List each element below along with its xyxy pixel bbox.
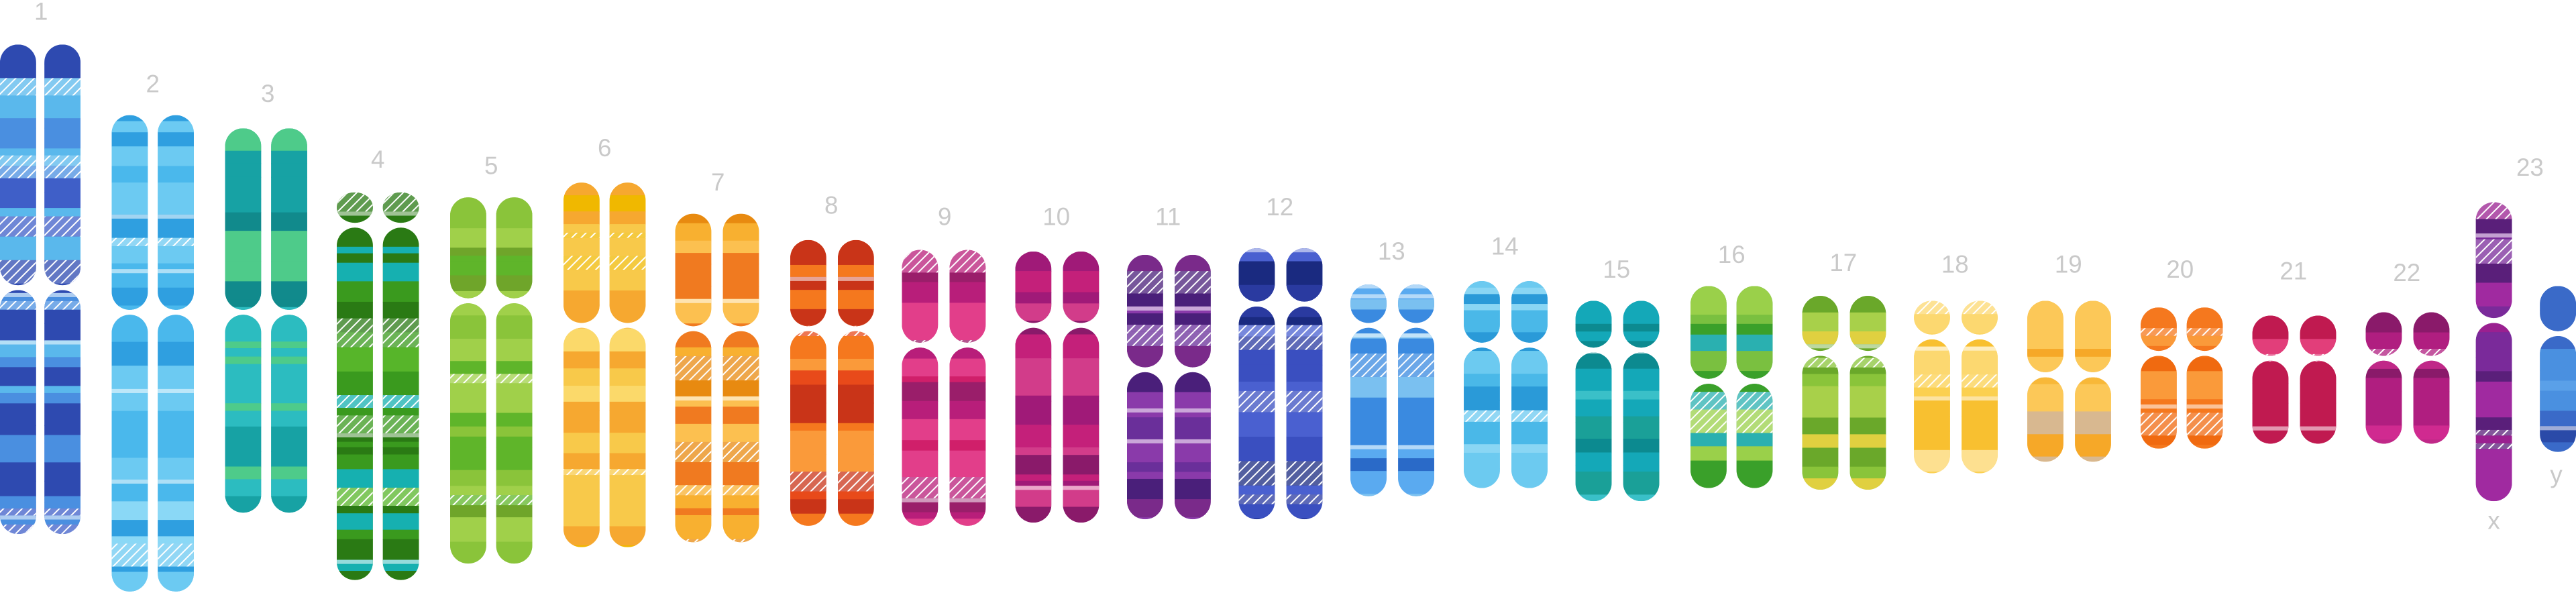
chromosome [1962,301,1998,474]
chromosome [2300,315,2337,444]
chromosome-number: 16 [1718,241,1746,268]
chromosome [2413,312,2450,444]
chromosome-number: 14 [1491,233,1519,260]
chromosome [2365,312,2402,444]
chromosome [1350,284,1387,496]
chromosome [2027,301,2063,462]
chromosome-number: 22 [2393,259,2420,286]
chromosome-number: 19 [2055,251,2082,278]
chromosome [271,128,307,513]
chromosome [1802,296,1839,490]
chromosome-number: 21 [2279,257,2307,284]
chromosome-number: 5 [484,152,498,180]
chromosome [564,182,600,547]
chromosome [382,192,419,580]
chromosome [1690,286,1727,488]
chromosome-number: 7 [711,168,724,196]
chromosome [1238,248,1275,520]
chromosome-number: 11 [1155,203,1181,231]
chromosome-number: 23 [2516,154,2544,181]
chromosome-number: 9 [938,203,951,231]
chromosome [675,213,712,543]
chromosome [1175,254,1211,520]
chromosome [0,44,36,535]
chromosome-number: 6 [598,134,611,162]
chromosome [609,182,646,547]
chromosome [1286,248,1323,520]
chromosome [2475,202,2512,502]
chromosome [2540,286,2576,452]
chromosome [902,250,938,526]
chromosome [1736,286,1773,488]
chromosome [111,115,148,592]
chromosome [1623,301,1660,502]
chromosome-number: 13 [1378,237,1405,265]
chromosome [2186,307,2223,449]
chromosome [337,192,373,580]
chromosome [450,197,486,564]
chromosome-number: 15 [1603,256,1630,283]
chromosome [1511,281,1548,488]
chromosome [1849,296,1886,490]
sex-chromosome-label: y [2550,461,2563,488]
chromosome-number: 3 [261,80,274,107]
chromosome [790,239,826,526]
chromosome-number: 1 [34,0,48,25]
chromosome [44,44,80,535]
chromosome [1464,281,1500,488]
chromosome-number: 20 [2166,256,2194,283]
chromosome [2141,307,2177,449]
sex-chromosome-label: x [2487,507,2500,535]
chromosome [1127,254,1163,520]
chromosome-number: 8 [824,192,838,219]
chromosome [1063,251,1099,523]
chromosome [158,115,194,592]
chromosome-number: 2 [146,70,160,97]
chromosome [837,239,874,526]
chromosome-number: 10 [1042,203,1070,231]
chromosome-number: 4 [371,146,384,173]
chromosome [1914,301,1950,474]
chromosome-number: 17 [1829,249,1857,276]
chromosome [1015,251,1052,523]
chromosome [496,197,533,564]
chromosome-number: 18 [1941,251,1969,278]
chromosome [2252,315,2289,444]
chromosome [225,128,262,513]
chromosome [2075,301,2111,462]
chromosome [949,250,986,526]
chromosome [1398,284,1434,496]
chromosome [722,213,759,543]
chromosome [1575,301,1612,502]
chromosome-number: 12 [1266,193,1293,221]
